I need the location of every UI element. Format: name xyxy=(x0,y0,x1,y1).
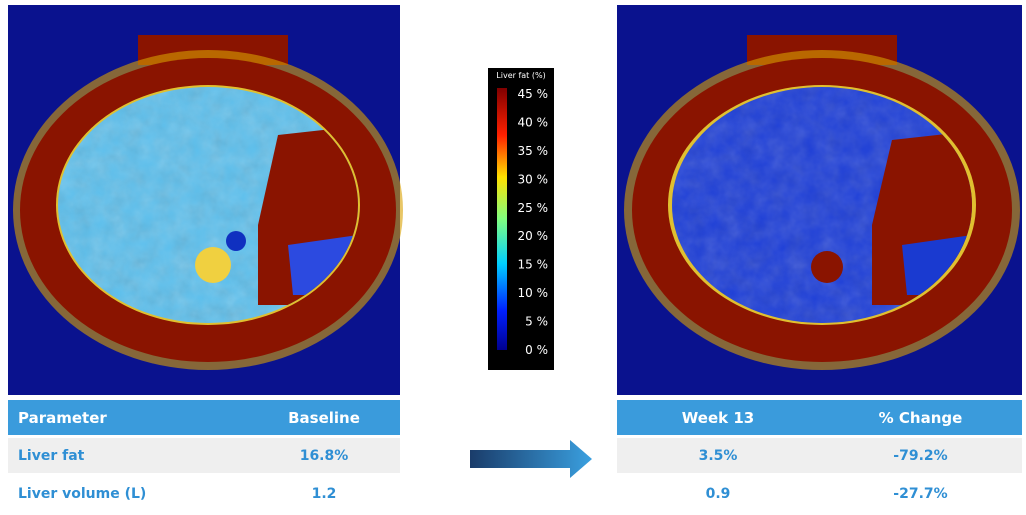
cell: Liver volume (L) xyxy=(8,476,248,511)
cell: 1.2 xyxy=(248,476,400,511)
colorbar-label: 0 % xyxy=(525,343,548,357)
cell: 16.8% xyxy=(248,438,400,473)
colorbar xyxy=(497,88,507,350)
baseline-mri xyxy=(8,5,403,395)
cell: 0.9 xyxy=(617,476,819,511)
header: Parameter xyxy=(8,400,248,435)
header: Baseline xyxy=(248,400,400,435)
colorbar-label: 20 % xyxy=(518,229,549,243)
colorbar-label: 35 % xyxy=(518,144,549,158)
colorbar-label: 5 % xyxy=(525,315,548,329)
colorbar-label: 30 % xyxy=(518,172,549,186)
colorbar-label: 40 % xyxy=(518,115,549,129)
header: % Change xyxy=(819,400,1022,435)
colorbar-label: 45 % xyxy=(518,87,549,101)
colorbar-label: 10 % xyxy=(518,286,549,300)
followup-table: Week 13% Change 3.5%-79.2% 0.9-27.7% xyxy=(617,397,1022,514)
cell: Liver fat xyxy=(8,438,248,473)
colorbar-label: 15 % xyxy=(518,258,549,272)
week13-mri xyxy=(617,5,1026,395)
cell: 3.5% xyxy=(617,438,819,473)
cell: -27.7% xyxy=(819,476,1022,511)
colorbar-label: 25 % xyxy=(518,201,549,215)
page: Liver fat (%) 45 % 40 % 35 % 30 % 25 % 20 % 15… xyxy=(0,0,1026,515)
cell: -79.2% xyxy=(819,438,1022,473)
colorbar-title: Liver fat (%) xyxy=(496,71,545,80)
header: Week 13 xyxy=(617,400,819,435)
arrow xyxy=(470,440,592,478)
